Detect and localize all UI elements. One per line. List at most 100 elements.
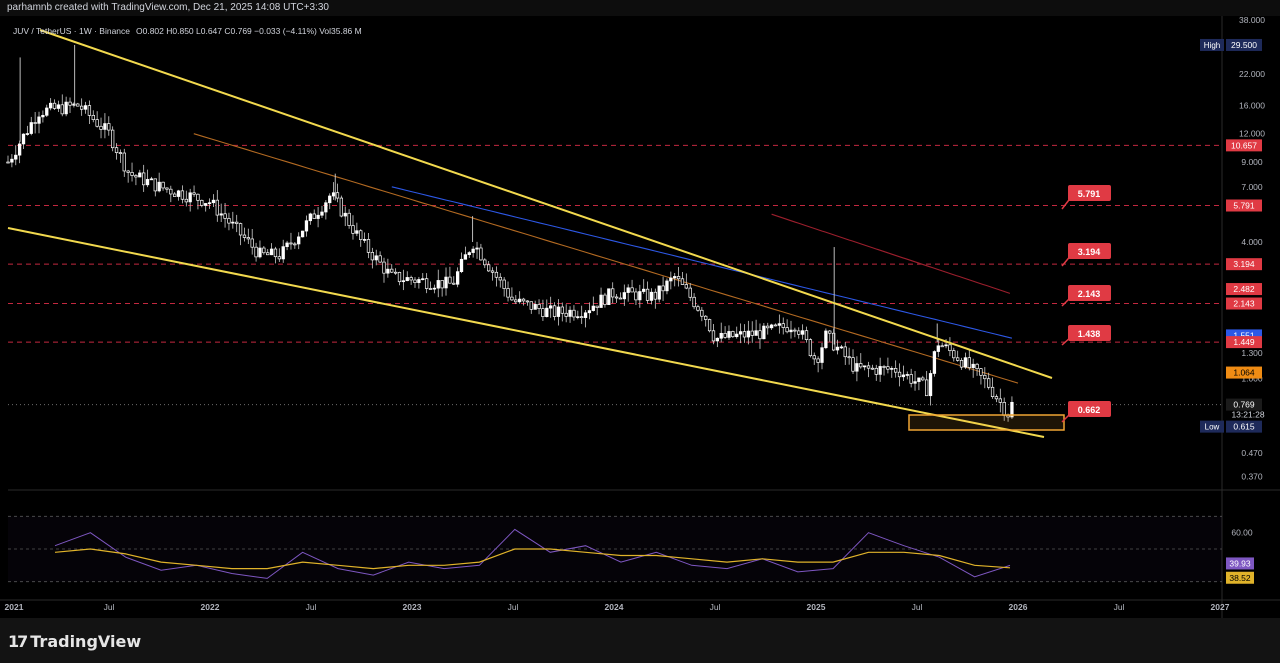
candle-body — [455, 271, 460, 285]
candle-body — [37, 116, 41, 124]
candle-body — [297, 236, 301, 245]
candle-body — [711, 330, 716, 342]
candle-body — [33, 122, 37, 124]
y-tick-label: 0.470 — [1241, 448, 1263, 458]
candle-body — [25, 133, 30, 135]
candle-body — [149, 178, 154, 181]
candle-body — [479, 247, 483, 261]
candle-body — [673, 276, 677, 279]
price-chart[interactable]: 5.791 3.194 2.143 1.438 0.662 38.000 22.000 16… — [0, 0, 1280, 618]
rsi-value-tag-1 — [1226, 571, 1254, 584]
candle-body — [219, 213, 223, 216]
candle-body — [494, 271, 499, 278]
price-tag-text: 0.615 — [1233, 422, 1255, 432]
tv-mark-icon: ⁠17 — [8, 632, 28, 651]
candle-body — [870, 367, 875, 370]
price-tag-text: 10.657 — [1231, 140, 1257, 150]
candle-body — [657, 285, 661, 300]
callout-label-0: 5.791 — [1078, 189, 1101, 199]
candle-body — [79, 105, 84, 110]
rsi-line — [54, 528, 1011, 579]
candle-body — [328, 195, 332, 204]
candle-body — [731, 331, 735, 338]
candle-body — [227, 218, 231, 224]
candle-body — [269, 248, 274, 256]
footer: ⁠17 TradingView — [0, 618, 1280, 663]
candle-body — [622, 292, 626, 300]
candle-body — [828, 330, 832, 334]
candle-body — [83, 105, 88, 110]
candle-body — [568, 309, 572, 317]
price-tag-text: 2.482 — [1233, 284, 1255, 294]
candle-body — [661, 285, 665, 292]
candle-body — [781, 323, 785, 328]
candle-body — [277, 256, 281, 260]
candle-body — [514, 299, 518, 303]
candle-body — [882, 366, 886, 368]
candle-body — [746, 330, 751, 338]
candle-body — [583, 312, 588, 318]
candle-body — [719, 332, 723, 339]
candle-body — [925, 379, 929, 397]
x-tick-label: Jul — [306, 602, 317, 612]
candle-body — [797, 330, 801, 335]
candle-body — [440, 280, 444, 289]
candle-body — [998, 398, 1002, 403]
candle-body — [560, 306, 564, 314]
candle-body — [735, 333, 739, 338]
x-tick-label: 2023 — [403, 602, 422, 612]
candle-body — [866, 365, 871, 369]
candle-body — [506, 288, 510, 298]
candle-body — [273, 248, 278, 258]
x-tick-label: Jul — [508, 602, 519, 612]
rsi-tick-label: 60.00 — [1231, 528, 1253, 538]
upper-trendline — [39, 29, 1053, 379]
y-tick-label: 7.000 — [1241, 182, 1263, 192]
candle-body — [463, 254, 468, 260]
trendlines — [7, 29, 1053, 438]
candle-body — [897, 371, 902, 378]
candle-body — [242, 234, 247, 238]
candle-body — [618, 297, 623, 300]
candle-body — [812, 355, 816, 360]
candle-body — [285, 242, 289, 247]
candle-body — [890, 368, 894, 370]
candle-body — [808, 339, 813, 357]
candle-body — [134, 175, 138, 178]
candle-body — [580, 316, 584, 318]
candle-body — [851, 357, 855, 372]
candle-body — [793, 329, 797, 332]
candle-body — [176, 190, 181, 197]
candle-body — [204, 203, 208, 206]
callout-label-2: 2.143 — [1078, 289, 1101, 299]
candle-body — [374, 255, 378, 261]
candle-body — [901, 374, 906, 378]
candle-body — [684, 284, 688, 289]
candle-body — [971, 363, 975, 368]
candle-body — [316, 214, 320, 219]
candle-body — [169, 188, 173, 195]
time-axis: 2021 Jul 2022 Jul 2023 Jul 2024 Jul 2025 Jul 2026 J… — [0, 599, 1280, 612]
candle-body — [138, 172, 142, 178]
candle-body — [1002, 402, 1006, 416]
countdown-text: 13:21:28 — [1231, 410, 1264, 420]
candle-body — [459, 258, 464, 273]
callout-box-0 — [1068, 185, 1111, 201]
candle-body — [607, 288, 611, 305]
candle-body — [956, 357, 960, 361]
rsi-value-text-0: 39.93 — [1229, 558, 1251, 568]
candle-body — [665, 280, 669, 292]
candle-body — [587, 310, 592, 314]
price-tag — [1226, 398, 1262, 411]
candle-body — [611, 288, 615, 298]
candle-body — [223, 213, 227, 219]
candle-body — [816, 358, 820, 363]
candle-body — [599, 294, 603, 308]
y-tick-label: 16.000 — [1239, 100, 1265, 110]
candle-body — [390, 268, 394, 273]
y-tick-label: 0.370 — [1241, 472, 1263, 482]
candle-body — [835, 346, 840, 351]
tradingview-logo[interactable]: ⁠17 TradingView — [8, 632, 141, 651]
x-tick-label: 2021 — [5, 602, 24, 612]
candle-body — [839, 346, 844, 349]
